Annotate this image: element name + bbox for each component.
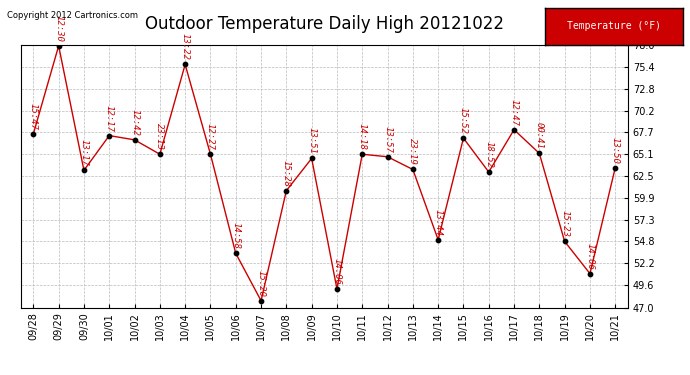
Point bbox=[509, 127, 520, 133]
Text: 15:20: 15:20 bbox=[257, 270, 266, 297]
Text: 14:06: 14:06 bbox=[585, 243, 595, 270]
Text: Temperature (°F): Temperature (°F) bbox=[567, 21, 661, 31]
Point bbox=[129, 137, 140, 143]
Text: 12:47: 12:47 bbox=[509, 99, 519, 126]
Text: 12:30: 12:30 bbox=[54, 15, 63, 42]
Point bbox=[281, 188, 292, 194]
Text: 14:18: 14:18 bbox=[357, 123, 367, 150]
Text: Outdoor Temperature Daily High 20121022: Outdoor Temperature Daily High 20121022 bbox=[145, 15, 504, 33]
Point bbox=[433, 237, 444, 243]
Point bbox=[205, 151, 216, 157]
Text: 15:23: 15:23 bbox=[560, 210, 569, 237]
Text: 14:58: 14:58 bbox=[231, 222, 240, 249]
Point bbox=[357, 151, 368, 157]
Point bbox=[104, 133, 115, 139]
Text: 12:27: 12:27 bbox=[206, 123, 215, 150]
Text: 15:47: 15:47 bbox=[29, 103, 38, 130]
Text: 12:42: 12:42 bbox=[130, 109, 139, 136]
Point bbox=[407, 166, 418, 172]
Point bbox=[584, 271, 595, 277]
Text: 15:52: 15:52 bbox=[459, 107, 468, 134]
Text: 13:22: 13:22 bbox=[181, 33, 190, 60]
Point bbox=[610, 165, 621, 171]
Point bbox=[53, 43, 64, 49]
Text: 13:17: 13:17 bbox=[79, 139, 88, 166]
Point bbox=[28, 131, 39, 137]
Text: 23:19: 23:19 bbox=[408, 138, 417, 165]
Point bbox=[230, 250, 241, 256]
Point bbox=[382, 154, 393, 160]
Text: 13:51: 13:51 bbox=[307, 128, 316, 154]
Text: 13:57: 13:57 bbox=[383, 126, 392, 153]
Point bbox=[458, 135, 469, 141]
Text: 23:13: 23:13 bbox=[155, 123, 164, 150]
Point bbox=[559, 238, 570, 244]
Text: 18:52: 18:52 bbox=[484, 141, 493, 168]
Point bbox=[306, 156, 317, 162]
Text: 14:06: 14:06 bbox=[333, 258, 342, 285]
Point bbox=[534, 150, 545, 156]
Point bbox=[483, 169, 494, 175]
Text: 13:44: 13:44 bbox=[433, 209, 443, 236]
Text: 15:28: 15:28 bbox=[282, 160, 291, 186]
Point bbox=[331, 286, 342, 292]
Point bbox=[255, 298, 266, 304]
Point bbox=[155, 151, 166, 157]
Text: 12:17: 12:17 bbox=[105, 105, 114, 132]
Text: Copyright 2012 Cartronics.com: Copyright 2012 Cartronics.com bbox=[7, 11, 138, 20]
Point bbox=[179, 62, 190, 68]
Text: 13:50: 13:50 bbox=[611, 137, 620, 164]
Point bbox=[79, 167, 90, 173]
Text: 00:41: 00:41 bbox=[535, 122, 544, 149]
